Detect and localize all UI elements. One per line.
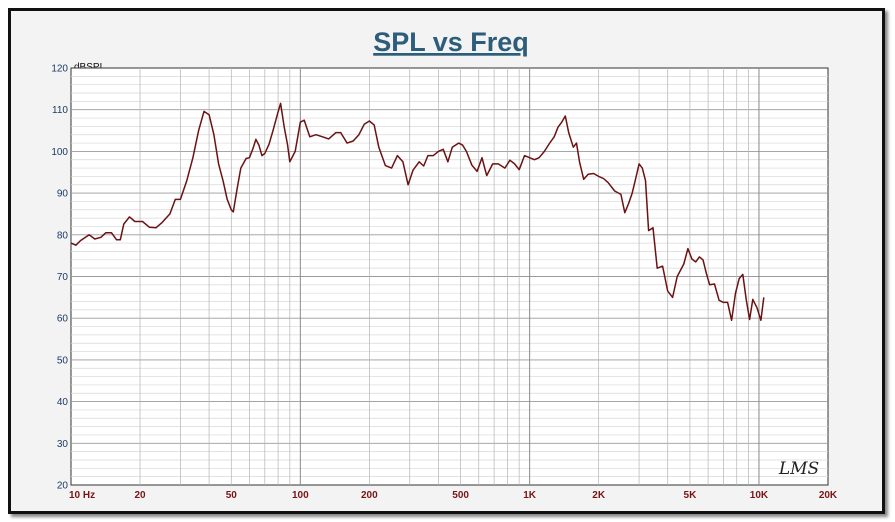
x-tick-label: 20	[134, 490, 146, 501]
y-tick-label: 40	[57, 397, 69, 408]
x-tick-label: 500	[452, 490, 469, 501]
y-tick-label: 100	[51, 147, 68, 158]
y-tick-label: 80	[57, 230, 69, 241]
spl-chart: SPL vs Freq dBSPL 1201101009080706050403…	[51, 27, 838, 501]
x-tick-label: 50	[226, 490, 238, 501]
x-tick-label: 10K	[750, 490, 769, 501]
x-tick-label: 100	[292, 490, 309, 501]
grid	[71, 68, 828, 485]
y-tick-label: 70	[57, 272, 69, 283]
x-tick-label: 10 Hz	[69, 490, 95, 501]
y-tick-label: 110	[52, 105, 68, 116]
chart-title: SPL vs Freq	[373, 27, 529, 57]
x-tick-label: 20K	[819, 490, 838, 501]
y-tick-label: 20	[57, 481, 69, 492]
series-layer	[70, 102, 765, 322]
x-tick-label: 200	[361, 490, 378, 501]
y-tick-label: 120	[51, 64, 68, 75]
x-tick-label: 1K	[523, 490, 537, 501]
y-tick-label: 90	[57, 189, 69, 200]
y-ticks: 120 110 100 90 80 70 60 50 40 30 20	[51, 64, 68, 492]
lms-watermark: LMS	[778, 459, 819, 479]
spl-curve	[70, 102, 765, 322]
x-ticks: 10 Hz 20 50 100 200 500 1K 2K 5K 10K 20K	[69, 490, 838, 501]
y-tick-label: 50	[57, 355, 69, 366]
x-tick-label: 2K	[592, 490, 606, 501]
x-tick-label: 5K	[684, 490, 698, 501]
chart-frame: SPL vs Freq dBSPL 1201101009080706050403…	[8, 8, 885, 514]
y-tick-label: 30	[57, 439, 69, 450]
y-tick-label: 60	[57, 314, 69, 325]
